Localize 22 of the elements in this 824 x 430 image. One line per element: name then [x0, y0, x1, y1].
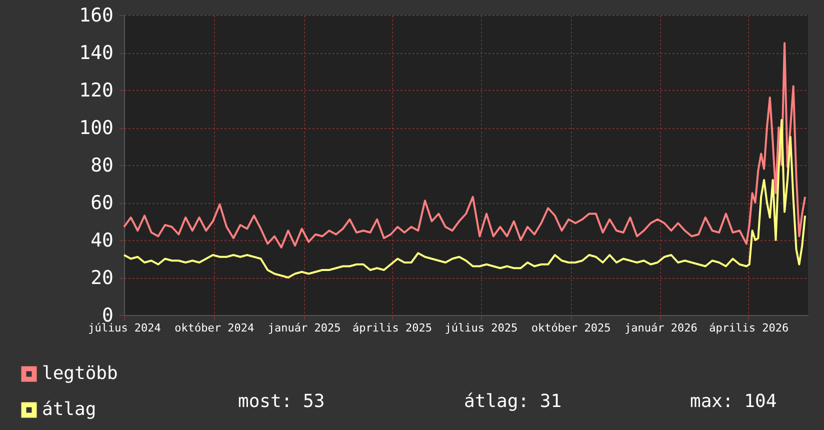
y-tick-label: 160 [79, 4, 114, 26]
y-tick-label: 60 [90, 192, 114, 214]
line-series [123, 119, 806, 278]
y-tick-label: 120 [79, 80, 114, 102]
x-tick-label: július 2025 [444, 322, 518, 334]
y-tick-label: 80 [90, 154, 114, 176]
legend-label: átlag [42, 399, 96, 420]
y-tick-label: 140 [79, 42, 114, 64]
text: átlag: 31 [464, 391, 562, 412]
x-tick-label: január 2026 [624, 322, 698, 334]
x-tick-label: április 2026 [709, 322, 789, 334]
y-tick-label: 100 [79, 117, 114, 139]
text: most: 53 [238, 391, 325, 412]
y-tick-label: 20 [90, 267, 114, 289]
x-tick-label: október 2024 [174, 322, 255, 334]
x-tick-label: április 2025 [352, 322, 432, 334]
legend-label: legtöbb [42, 363, 118, 384]
x-tick-label: január 2025 [268, 322, 341, 334]
x-tick-label: október 2025 [531, 322, 611, 334]
line-series [123, 42, 806, 248]
y-tick-label: 40 [90, 230, 114, 252]
text: max: 104 [690, 391, 777, 412]
